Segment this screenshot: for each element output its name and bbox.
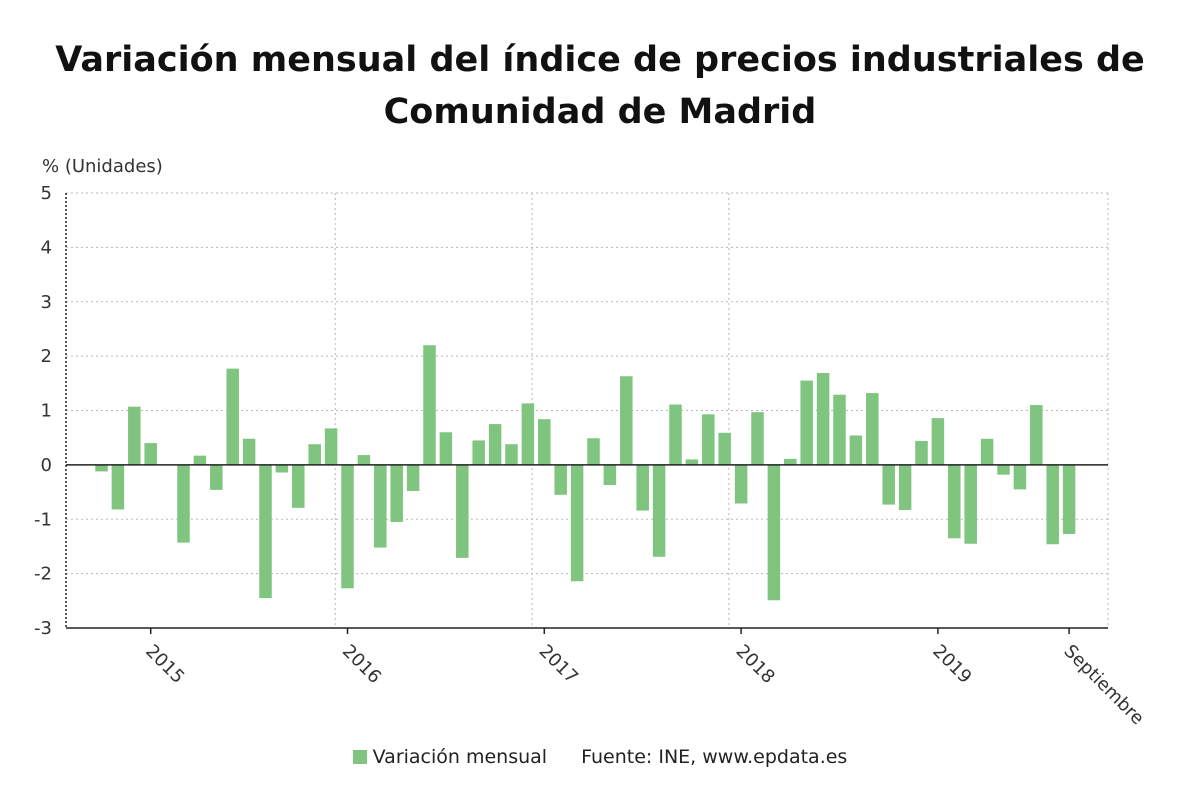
bar [898, 464, 912, 511]
legend-swatch [352, 750, 367, 764]
bar [1030, 405, 1043, 465]
bar [882, 464, 895, 505]
bar [521, 403, 535, 465]
y-tick-label: -3 [34, 618, 52, 639]
bar [177, 464, 190, 543]
bar [1046, 464, 1059, 545]
chart-title: Variación mensual del índice de precios … [0, 34, 1200, 138]
bar [406, 464, 420, 491]
bar [259, 464, 272, 599]
bar [669, 404, 682, 465]
y-tick-label: -1 [34, 509, 52, 530]
bar [242, 438, 256, 465]
x-tick-label: 2016 [338, 641, 385, 688]
bar [931, 418, 945, 465]
y-tick-label: 4 [41, 237, 52, 258]
legend-label: Variación mensual [372, 746, 548, 768]
bar [554, 464, 567, 495]
bar [587, 438, 600, 465]
y-tick-label: 2 [41, 346, 52, 367]
bar [390, 464, 403, 522]
y-tick-label: 5 [41, 183, 52, 204]
bar [866, 393, 879, 465]
y-tick-label: 3 [41, 292, 52, 313]
y-tick-label: -2 [34, 564, 52, 585]
chart-title-line-2: Comunidad de Madrid [383, 92, 817, 132]
bar [488, 424, 502, 465]
bar [193, 455, 207, 465]
bar [210, 464, 223, 490]
bar [718, 432, 731, 465]
bar [423, 345, 436, 465]
bar [505, 444, 518, 465]
bar [1013, 464, 1027, 490]
bar [111, 464, 125, 510]
x-tick-label: 2017 [535, 641, 582, 688]
bar [816, 372, 830, 465]
bar [915, 440, 928, 465]
bar [685, 459, 699, 465]
bar [538, 419, 551, 465]
bar [341, 464, 354, 589]
bar [849, 435, 863, 465]
bar [374, 464, 387, 548]
bar [128, 406, 141, 465]
bar [570, 464, 584, 582]
bar [308, 444, 321, 465]
bar [964, 464, 977, 544]
bar [636, 464, 649, 511]
bar [1062, 464, 1076, 534]
bar [357, 455, 371, 465]
bar [324, 428, 338, 465]
bar [292, 464, 305, 508]
bar [800, 380, 813, 465]
bar [226, 368, 239, 465]
x-tick-label: 2019 [928, 641, 975, 688]
y-tick-label: 1 [41, 401, 52, 422]
y-axis-unit-label: % (Unidades) [42, 156, 163, 177]
bar [767, 464, 781, 601]
chart-title-line-1: Variación mensual del índice de precios … [55, 40, 1145, 80]
bar [603, 464, 617, 485]
bar [439, 432, 453, 465]
x-tick-label: Septiembre [1060, 641, 1148, 729]
y-tick-label: 0 [41, 455, 52, 476]
bar [95, 464, 108, 472]
bar [833, 394, 846, 465]
bar [472, 440, 485, 465]
bar [751, 412, 764, 465]
bar [144, 443, 157, 465]
x-tick-label: 2015 [141, 641, 188, 688]
legend: Variación mensual Fuente: INE, www.epdata… [0, 746, 1200, 768]
bar [456, 464, 469, 558]
bar [620, 376, 633, 465]
bar [784, 458, 797, 465]
bar [734, 464, 748, 504]
bar [997, 464, 1010, 475]
bar [652, 464, 666, 557]
bar [702, 414, 715, 465]
bar [948, 464, 961, 539]
bar [275, 464, 289, 473]
bar [980, 438, 994, 465]
x-tick-label: 2018 [732, 641, 779, 688]
source-label: Fuente: INE, www.epdata.es [581, 746, 848, 768]
